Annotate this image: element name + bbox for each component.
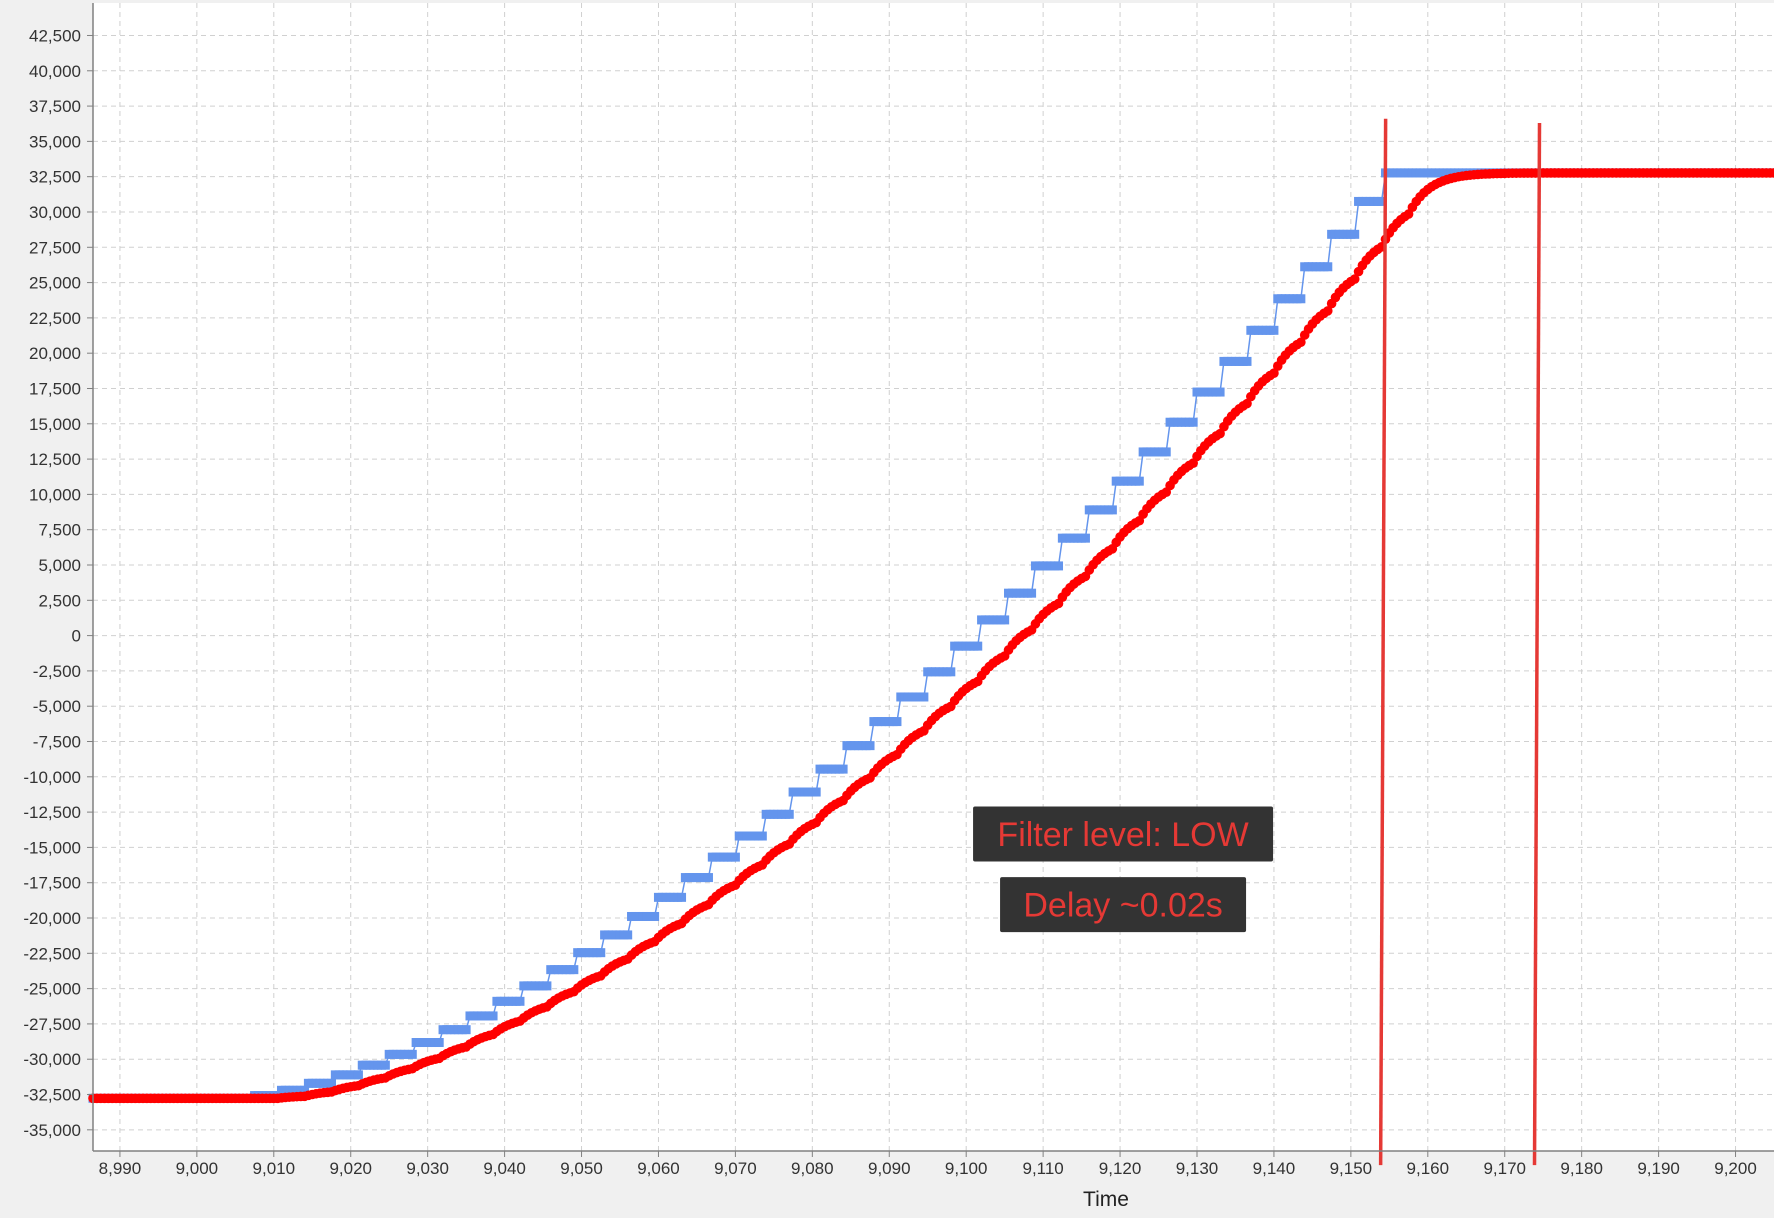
x-tick-label: 9,100 [945,1159,988,1178]
annotation-box: Filter level: LOW [973,806,1273,861]
series-blue-point [758,832,767,841]
series-blue-point [515,997,524,1006]
x-tick-label: 9,020 [329,1159,372,1178]
series-blue-point [839,765,848,774]
y-tick-label: 20,000 [29,344,81,363]
series-blue-point [785,810,794,819]
x-tick-label: 9,180 [1560,1159,1603,1178]
x-tick-label: 9,080 [791,1159,834,1178]
series-blue-point [435,1038,444,1047]
y-tick-label: 32,500 [29,168,81,187]
series-blue-point [1189,418,1198,427]
series-blue-point [677,893,686,902]
y-tick-label: -27,500 [23,1015,81,1034]
x-tick-label: 9,150 [1330,1159,1373,1178]
x-tick-label: 9,110 [1022,1159,1063,1178]
x-tick-label: 9,000 [176,1159,219,1178]
y-tick-label: 15,000 [29,415,81,434]
y-tick-label: 25,000 [29,274,81,293]
series-blue-point [569,965,578,974]
y-tick-label: 12,500 [29,450,81,469]
series-blue-point [1216,388,1225,397]
y-tick-label: 40,000 [29,62,81,81]
y-tick-label: -5,000 [33,697,81,716]
series-blue-point [1162,447,1171,456]
y-tick-label: -30,000 [23,1050,81,1069]
series-blue-point [892,717,901,726]
y-tick-label: 17,500 [29,379,81,398]
series-blue-point [946,667,955,676]
y-tick-label: -32,500 [23,1086,81,1105]
y-tick-label: -15,000 [23,838,81,857]
y-tick-label: -25,000 [23,980,81,999]
y-tick-label: -17,500 [23,874,81,893]
series-blue-point [596,948,605,957]
series-blue-point [623,930,632,939]
y-tick-label: 22,500 [29,309,81,328]
x-tick-label: 9,030 [406,1159,449,1178]
y-tick-label: 7,500 [38,521,81,540]
series-blue-point [462,1025,471,1034]
x-tick-label: 9,120 [1099,1159,1142,1178]
series-blue-point [408,1050,417,1059]
y-tick-label: -2,500 [33,662,81,681]
x-tick-label: 9,070 [714,1159,757,1178]
series-blue-point [1027,589,1036,598]
x-tick-label: 9,140 [1253,1159,1296,1178]
y-tick-label: 30,000 [29,203,81,222]
x-tick-label: 9,050 [560,1159,603,1178]
y-tick-label: 35,000 [29,132,81,151]
series-blue-point [1108,505,1117,514]
y-tick-label: 5,000 [38,556,81,575]
y-tick-label: -20,000 [23,909,81,928]
series-blue-point [973,642,982,651]
annotation-box: Delay ~0.02s [1000,877,1246,932]
y-tick-label: -7,500 [33,733,81,752]
y-tick-label: 27,500 [29,238,81,257]
series-blue-point [489,1011,498,1020]
y-tick-label: -35,000 [23,1121,81,1140]
y-tick-label: 0 [72,627,81,646]
x-tick-label: 9,040 [483,1159,526,1178]
series-blue-point [1054,561,1063,570]
series-blue-point [1135,477,1144,486]
x-tick-label: 9,160 [1407,1159,1450,1178]
x-tick-label: 9,010 [253,1159,296,1178]
series-blue-point [812,788,821,797]
series-blue-point [1243,357,1252,366]
x-tick-label: 9,170 [1483,1159,1526,1178]
y-tick-label: -10,000 [23,768,81,787]
series-blue-point [354,1070,363,1079]
series-blue-point [1323,262,1332,271]
series-blue-point [381,1061,390,1070]
series-blue-point [542,981,551,990]
x-axis-title: Time [1083,1188,1129,1211]
annotation-text: Filter level: LOW [997,816,1248,854]
x-tick-label: 9,060 [637,1159,680,1178]
y-tick-label: -12,500 [23,803,81,822]
series-blue-point [731,853,740,862]
y-tick-label: -22,500 [23,944,81,963]
series-blue-point [650,912,659,921]
y-tick-label: 10,000 [29,485,81,504]
x-tick-label: 8,990 [99,1159,142,1178]
series-blue-point [866,741,875,750]
series-blue-point [919,692,928,701]
series-blue-point [1296,294,1305,303]
series-blue-point [704,873,713,882]
series-blue-point [1350,230,1359,239]
x-tick-label: 9,090 [868,1159,911,1178]
y-tick-label: 2,500 [38,591,81,610]
x-tick-label: 9,200 [1714,1159,1757,1178]
series-blue-point [1000,615,1009,624]
series-blue-point [1081,534,1090,543]
series-blue-point [1269,326,1278,335]
y-tick-label: 37,500 [29,97,81,116]
x-tick-label: 9,190 [1637,1159,1680,1178]
x-tick-label: 9,130 [1176,1159,1219,1178]
annotation-text: Delay ~0.02s [1023,887,1222,925]
y-tick-label: 42,500 [29,26,81,45]
